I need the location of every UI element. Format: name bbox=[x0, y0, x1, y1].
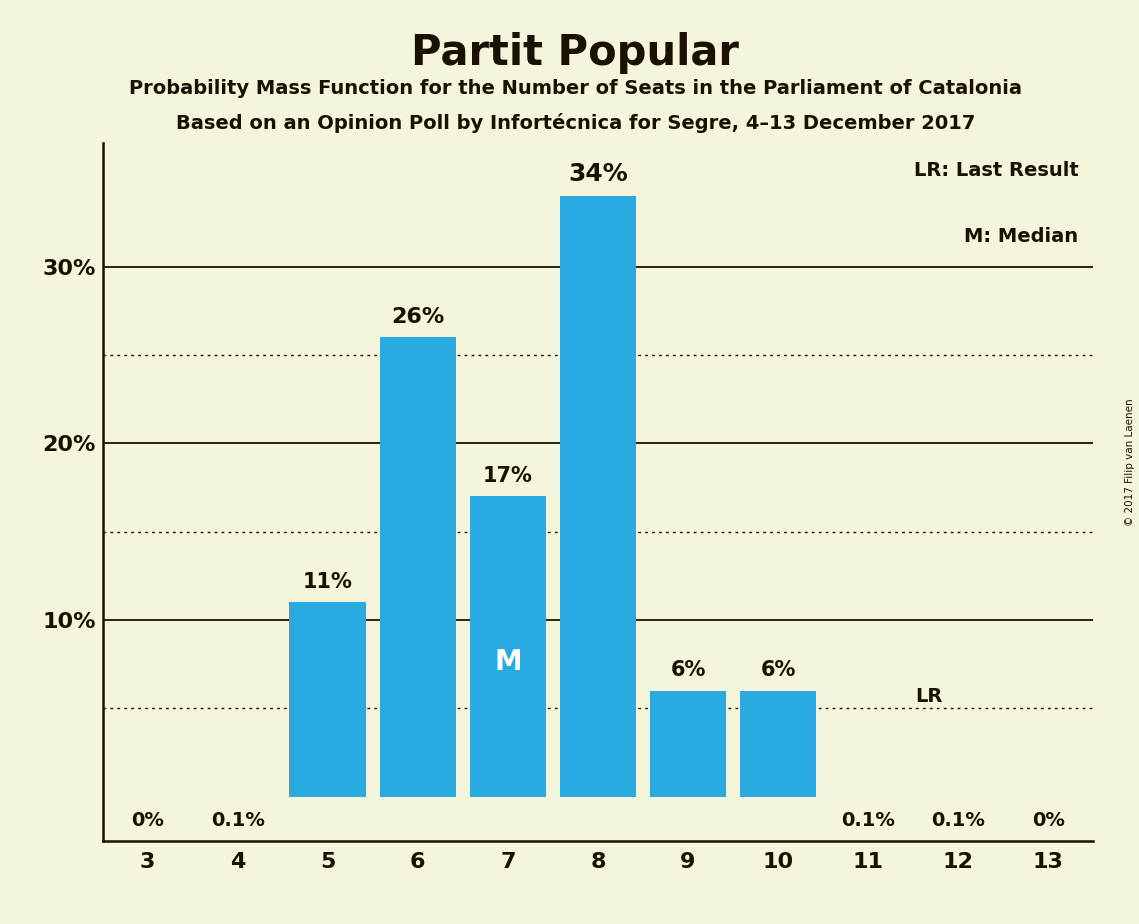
Bar bbox=[379, 337, 456, 796]
Text: LR: LR bbox=[915, 687, 942, 706]
Text: 0%: 0% bbox=[131, 811, 164, 830]
Text: 0%: 0% bbox=[1032, 811, 1065, 830]
Text: 17%: 17% bbox=[483, 466, 533, 486]
Text: 0.1%: 0.1% bbox=[211, 811, 264, 830]
Bar bbox=[289, 602, 366, 796]
Text: Partit Popular: Partit Popular bbox=[411, 32, 739, 74]
Text: 34%: 34% bbox=[568, 162, 628, 186]
Bar bbox=[469, 496, 547, 796]
Text: 26%: 26% bbox=[391, 307, 444, 327]
Bar bbox=[559, 196, 637, 796]
Text: M: Median: M: Median bbox=[965, 227, 1079, 246]
Text: Probability Mass Function for the Number of Seats in the Parliament of Catalonia: Probability Mass Function for the Number… bbox=[129, 79, 1022, 98]
Text: LR: Last Result: LR: Last Result bbox=[913, 161, 1079, 179]
Text: 6%: 6% bbox=[671, 660, 706, 680]
Bar bbox=[649, 691, 727, 796]
Text: 0.1%: 0.1% bbox=[842, 811, 895, 830]
Text: M: M bbox=[494, 648, 522, 675]
Bar bbox=[740, 691, 817, 796]
Text: 6%: 6% bbox=[761, 660, 796, 680]
Text: 11%: 11% bbox=[303, 572, 353, 591]
Text: 0.1%: 0.1% bbox=[932, 811, 985, 830]
Text: © 2017 Filip van Laenen: © 2017 Filip van Laenen bbox=[1125, 398, 1134, 526]
Text: Based on an Opinion Poll by Infortécnica for Segre, 4–13 December 2017: Based on an Opinion Poll by Infortécnica… bbox=[175, 113, 975, 133]
